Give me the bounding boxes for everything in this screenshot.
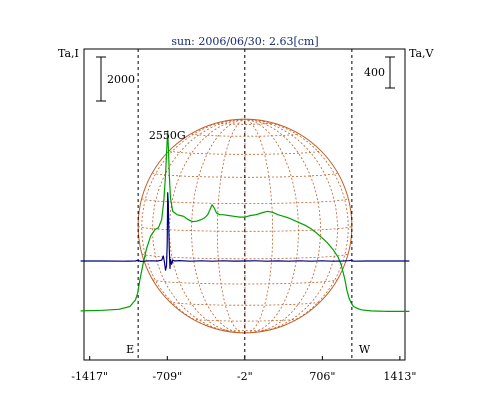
longitude-line	[141, 118, 246, 332]
limb-marker-label: E	[126, 343, 134, 356]
latitude-line	[141, 198, 349, 204]
annotations: 2550G	[149, 129, 186, 142]
chart-title: sun: 2006/06/30: 2.63[cm]	[171, 35, 318, 48]
left-axis-label: Ta,I	[58, 47, 79, 60]
right-axis-label: Ta,V	[409, 47, 435, 60]
longitude-line	[244, 118, 322, 333]
left-scale-bar: 2000	[96, 56, 135, 102]
longitude-line	[216, 118, 246, 334]
longitude-line	[168, 118, 246, 333]
x-tick-label: -1417"	[71, 370, 108, 383]
left-scale-label: 2000	[107, 73, 135, 86]
longitude-line	[191, 118, 246, 333]
longitude-line	[244, 118, 274, 334]
series-stokes-i-line	[80, 130, 410, 312]
x-tick-label: 1413"	[383, 370, 416, 383]
longitude-line	[244, 118, 349, 332]
longitude-line	[244, 118, 338, 333]
x-ticks: -1417" -709" -2" 706" 1413"	[71, 356, 416, 383]
latitude-line	[169, 150, 321, 155]
series-stokes-v-line	[80, 192, 410, 271]
right-scale-label: 400	[364, 66, 385, 79]
longitude-line	[244, 118, 299, 333]
latitude-line	[191, 133, 299, 137]
series-layer	[80, 130, 410, 312]
right-scale-bar: 400	[364, 56, 395, 89]
limb-marker-label: W	[359, 343, 371, 356]
x-tick-label: -2"	[237, 370, 253, 383]
chart-annotation: 2550G	[149, 129, 186, 142]
x-tick-label: 706"	[309, 370, 335, 383]
latitude-line	[217, 329, 273, 331]
x-tick-label: -709"	[152, 370, 182, 383]
